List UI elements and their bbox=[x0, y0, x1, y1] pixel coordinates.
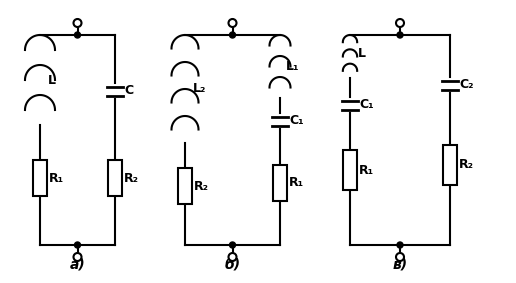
Bar bbox=[343, 150, 357, 190]
Text: а): а) bbox=[70, 258, 85, 272]
Text: R₁: R₁ bbox=[359, 164, 374, 177]
Bar bbox=[178, 168, 192, 204]
Circle shape bbox=[397, 32, 403, 38]
Text: б): б) bbox=[224, 258, 240, 272]
Text: R₁: R₁ bbox=[289, 177, 304, 190]
Circle shape bbox=[229, 253, 236, 261]
Circle shape bbox=[397, 242, 403, 248]
Circle shape bbox=[74, 242, 80, 248]
Text: L: L bbox=[48, 74, 56, 87]
Text: R₁: R₁ bbox=[49, 171, 64, 185]
Bar bbox=[33, 160, 47, 196]
Bar bbox=[273, 165, 287, 201]
Circle shape bbox=[229, 19, 236, 27]
Circle shape bbox=[396, 253, 404, 261]
Text: L: L bbox=[358, 47, 366, 60]
Text: C₁: C₁ bbox=[289, 115, 303, 128]
Text: в): в) bbox=[393, 258, 408, 272]
Text: C: C bbox=[124, 85, 133, 98]
Circle shape bbox=[73, 253, 82, 261]
Text: C₁: C₁ bbox=[359, 98, 374, 112]
Text: L₂: L₂ bbox=[193, 83, 206, 95]
Circle shape bbox=[74, 32, 80, 38]
Circle shape bbox=[396, 19, 404, 27]
Text: R₂: R₂ bbox=[459, 158, 474, 171]
Circle shape bbox=[230, 242, 235, 248]
Text: R₂: R₂ bbox=[194, 179, 209, 192]
Circle shape bbox=[73, 19, 82, 27]
Text: R₂: R₂ bbox=[124, 171, 139, 185]
Text: C₂: C₂ bbox=[459, 78, 474, 91]
Text: L₁: L₁ bbox=[286, 60, 299, 73]
Bar bbox=[443, 145, 457, 185]
Bar bbox=[108, 160, 122, 196]
Circle shape bbox=[230, 32, 235, 38]
